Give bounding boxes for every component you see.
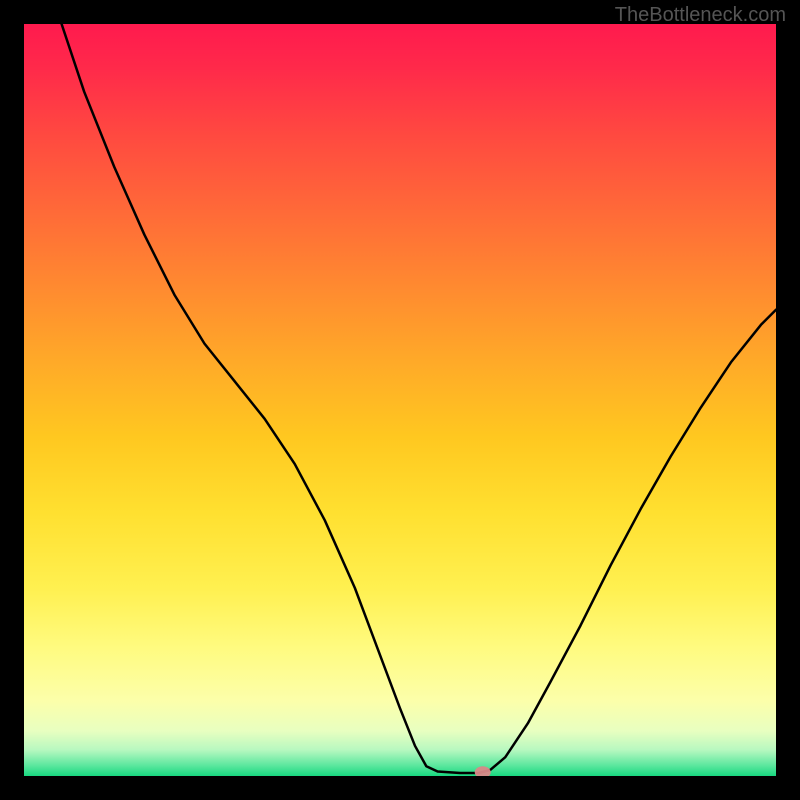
gradient-plot xyxy=(24,24,776,776)
chart-svg xyxy=(24,24,776,776)
gradient-background xyxy=(24,24,776,776)
chart-frame: TheBottleneck.com xyxy=(0,0,800,800)
watermark-text: TheBottleneck.com xyxy=(615,4,786,27)
